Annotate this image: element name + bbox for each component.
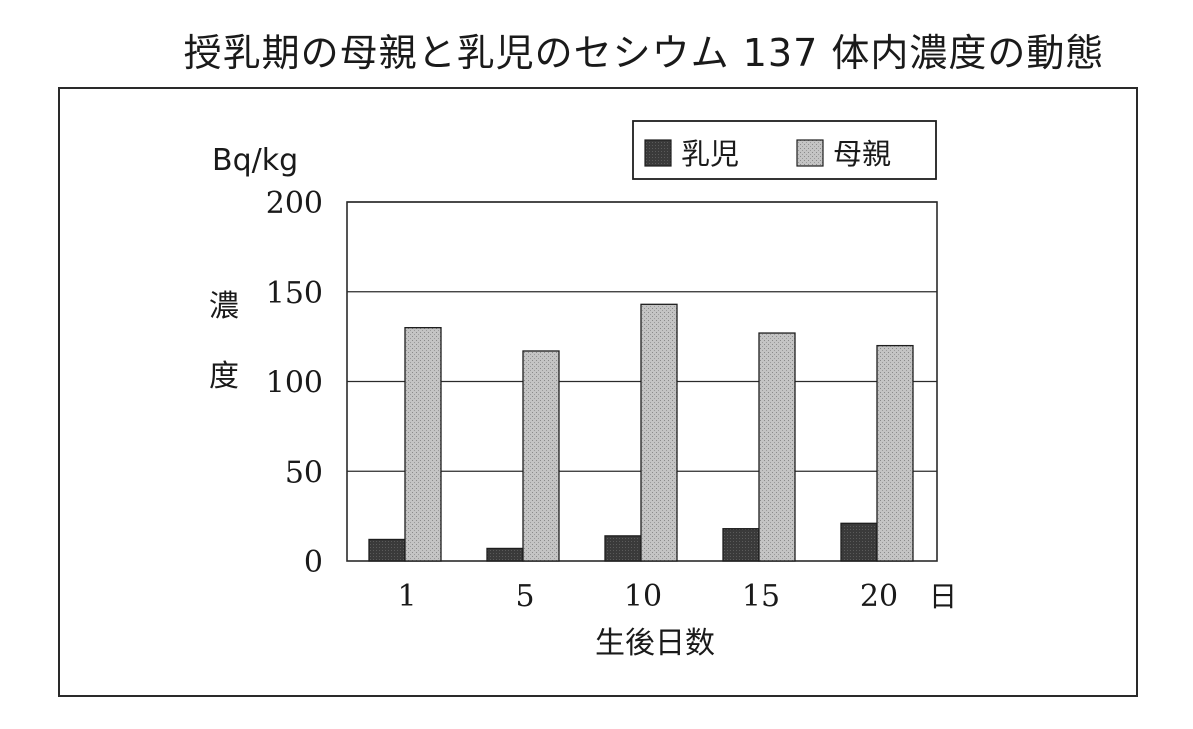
y-tick-label: 200 [266,186,323,221]
legend-swatch-mother [796,139,824,167]
y-tick-label: 100 [266,366,323,401]
y-axis-label-char: 度 [209,359,239,394]
chart-frame [58,87,1138,697]
legend-label: 母親 [833,137,891,171]
x-tick-label: 5 [515,579,534,614]
y-axis-label-char: 濃 [209,289,239,324]
bar-mother-20[interactable] [876,344,914,562]
bar-mother-10[interactable] [640,303,678,562]
x-axis-label: 生後日数 [595,626,715,661]
x-unit-label: 日 [929,580,957,613]
y-tick-label: 150 [266,276,323,311]
legend-swatch-infant [644,139,672,167]
y-tick-label: 0 [304,545,323,580]
bar-infant-10[interactable] [604,535,642,562]
x-tick-label: 20 [860,579,898,614]
bar-infant-5[interactable] [486,547,524,562]
y-unit-label: Bq/kg [212,143,298,178]
bar-infant-1[interactable] [368,538,406,562]
bar-infant-20[interactable] [840,522,878,562]
bar-mother-15[interactable] [758,332,796,562]
bar-infant-15[interactable] [722,528,760,562]
y-tick-label: 50 [285,455,323,490]
bar-mother-1[interactable] [404,326,442,562]
x-tick-label: 10 [624,579,662,614]
bar-mother-5[interactable] [522,350,560,562]
legend-box [632,120,937,180]
chart-title: 授乳期の母親と乳児のセシウム 137 体内濃度の動態 [183,31,1105,75]
x-tick-label: 1 [397,579,416,614]
x-tick-label: 15 [742,579,780,614]
legend-label: 乳児 [681,137,739,171]
